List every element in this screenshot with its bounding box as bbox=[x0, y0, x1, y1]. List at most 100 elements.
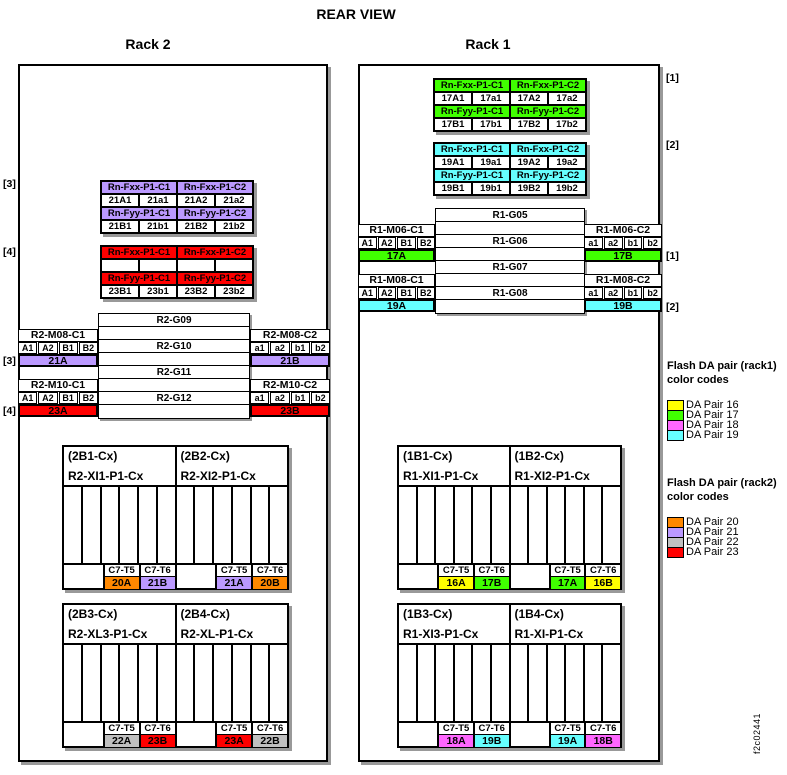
port-cell: a2 bbox=[270, 342, 290, 354]
t6-bay: 23B bbox=[140, 735, 175, 747]
io-enclosure-1b1-1b2: (1B1-Cx) R1-XI1-P1-Cx C7-T5 16A C7-T6 17… bbox=[397, 445, 622, 590]
fio-block-da17: Rn-Fxx-P1-C1 Rn-Fxx-P1-C2 17A1 17a1 17A2… bbox=[433, 78, 587, 132]
port-cell: A1 bbox=[358, 237, 377, 249]
card-slot bbox=[64, 487, 83, 563]
t6-bay: 17B bbox=[474, 577, 509, 589]
figure-code: f2c02441 bbox=[752, 712, 762, 754]
rack1-label: Rack 1 bbox=[465, 36, 511, 52]
adapter-card-label: R2-XI2-P1-Cx bbox=[180, 469, 256, 484]
port-cell: A1 bbox=[18, 392, 38, 404]
io-bay-half: (2B1-Cx) R2-XI1-P1-Cx C7-T5 20A C7-T6 21… bbox=[64, 447, 177, 589]
legend-title-line: Flash DA pair (rack2) bbox=[667, 477, 777, 489]
port-group: A1 A2 B1 B2 bbox=[358, 287, 435, 299]
t5-label: C7-T5 bbox=[550, 723, 585, 735]
blank-cell bbox=[64, 723, 103, 746]
io-header: (2B1-Cx) R2-XI1-P1-Cx bbox=[64, 447, 175, 487]
port-cell: 17B1 bbox=[434, 118, 472, 131]
port-cell bbox=[101, 259, 139, 272]
bay-id-label: (1B3-Cx) bbox=[403, 607, 453, 621]
legend-item-label: DA Pair 22 bbox=[686, 536, 739, 548]
blank-cell bbox=[177, 565, 216, 588]
g-box-blank bbox=[99, 405, 249, 418]
mc-header: R2-M08-C2 bbox=[250, 329, 330, 342]
card-slot bbox=[270, 487, 287, 563]
card-slot bbox=[473, 487, 492, 563]
t5-label: C7-T5 bbox=[104, 565, 139, 577]
port-group: A1 A2 B1 B2 bbox=[358, 237, 435, 249]
fio-header-cell: Rn-Fyy-P1-C1 bbox=[101, 207, 177, 220]
io-bay-half: (2B2-Cx) R2-XI2-P1-Cx C7-T5 21A C7-T6 20… bbox=[176, 447, 288, 589]
t5-cell: C7-T5 22A bbox=[102, 723, 139, 747]
port-group: a1 a2 b1 b2 bbox=[250, 342, 330, 354]
footnote-marker: [1] bbox=[666, 250, 679, 262]
port-cell: 19B2 bbox=[510, 182, 548, 195]
port-cell: A1 bbox=[18, 342, 38, 354]
io-enclosure-2b1-2b2: (2B1-Cx) R2-XI1-P1-Cx C7-T5 20A C7-T6 21… bbox=[62, 445, 289, 590]
port-cell: B1 bbox=[58, 392, 78, 404]
g-box-blank bbox=[436, 300, 584, 313]
io-bottom-row: C7-T5 19A C7-T6 18B bbox=[510, 721, 620, 747]
io-bay-half: (1B4-Cx) R1-XI-P1-Cx C7-T5 19A C7-T6 18B bbox=[510, 605, 620, 747]
io-bay-half: (1B3-Cx) R1-XI3-P1-Cx C7-T5 18A C7-T6 19… bbox=[399, 605, 511, 747]
card-slot bbox=[455, 487, 474, 563]
fio-header-cell: Rn-Fxx-P1-C1 bbox=[101, 181, 177, 194]
port-cell bbox=[215, 259, 253, 272]
footnote-marker: [2] bbox=[666, 139, 679, 151]
card-slot bbox=[455, 645, 474, 721]
card-slot bbox=[83, 645, 102, 721]
card-slot bbox=[158, 645, 175, 721]
mc-header: R1-M08-C1 bbox=[358, 274, 435, 287]
bay-id-label: (1B2-Cx) bbox=[514, 449, 564, 463]
legend-item-label: DA Pair 18 bbox=[686, 419, 739, 431]
t5-cell: C7-T5 23A bbox=[215, 723, 252, 747]
da-bay: 17A bbox=[358, 249, 435, 262]
card-slot bbox=[585, 487, 604, 563]
port-cell: b2 bbox=[310, 392, 330, 404]
port-cell: b1 bbox=[623, 237, 643, 249]
io-bottom-row: C7-T5 18A C7-T6 19B bbox=[399, 721, 509, 747]
r1-m-column-left: R1-M06-C1 A1 A2 B1 B2 17A R1-M08-C1 A1 A… bbox=[358, 224, 435, 312]
port-group: a1 a2 b1 b2 bbox=[584, 237, 662, 249]
card-slot bbox=[270, 645, 287, 721]
port-cell: a1 bbox=[584, 237, 603, 249]
port-cell: 19a2 bbox=[548, 156, 586, 169]
spacer bbox=[358, 262, 435, 274]
card-slot bbox=[120, 645, 139, 721]
legend-item-label: DA Pair 17 bbox=[686, 409, 739, 421]
port-cell: 23B2 bbox=[177, 285, 215, 298]
card-slot bbox=[418, 487, 437, 563]
card-slots bbox=[64, 645, 175, 721]
card-slot bbox=[252, 487, 271, 563]
t5-bay: 17A bbox=[550, 577, 585, 589]
legend-item-label: DA Pair 20 bbox=[686, 516, 739, 528]
t6-label: C7-T6 bbox=[253, 565, 288, 577]
port-cell: b2 bbox=[643, 237, 662, 249]
fio-header-cell: Rn-Fxx-P1-C1 bbox=[434, 79, 510, 92]
card-slot bbox=[585, 645, 604, 721]
card-slot bbox=[102, 487, 121, 563]
t5-bay: 18A bbox=[439, 735, 473, 747]
g-box-blank bbox=[436, 274, 584, 287]
port-cell: a1 bbox=[250, 342, 270, 354]
port-cell: B1 bbox=[397, 237, 416, 249]
mc-header: R2-M10-C2 bbox=[250, 379, 330, 392]
io-header: (1B1-Cx) R1-XI1-P1-Cx bbox=[399, 447, 509, 487]
port-cell: 17A2 bbox=[510, 92, 548, 105]
legend-item-label: DA Pair 21 bbox=[686, 526, 739, 538]
t5-label: C7-T5 bbox=[550, 565, 585, 577]
g-box: R2-G10 bbox=[99, 340, 249, 353]
port-group: a1 a2 b1 b2 bbox=[250, 392, 330, 404]
card-slots bbox=[399, 487, 509, 563]
adapter-card-label: R2-XL-P1-Cx bbox=[180, 627, 254, 642]
fio-header-cell: Rn-Fyy-P1-C1 bbox=[101, 272, 177, 285]
blank-cell bbox=[399, 565, 437, 588]
footnote-marker: [3] bbox=[3, 355, 16, 367]
port-cell: a2 bbox=[270, 392, 290, 404]
r2-m-column-right: R2-M08-C2 a1 a2 b1 b2 21B R2-M10-C2 a1 a… bbox=[250, 329, 330, 417]
t6-label: C7-T6 bbox=[474, 723, 509, 735]
card-slot bbox=[511, 487, 530, 563]
card-slot bbox=[603, 487, 620, 563]
t6-label: C7-T6 bbox=[140, 565, 175, 577]
card-slot bbox=[603, 645, 620, 721]
t5-cell: C7-T5 16A bbox=[437, 565, 473, 589]
